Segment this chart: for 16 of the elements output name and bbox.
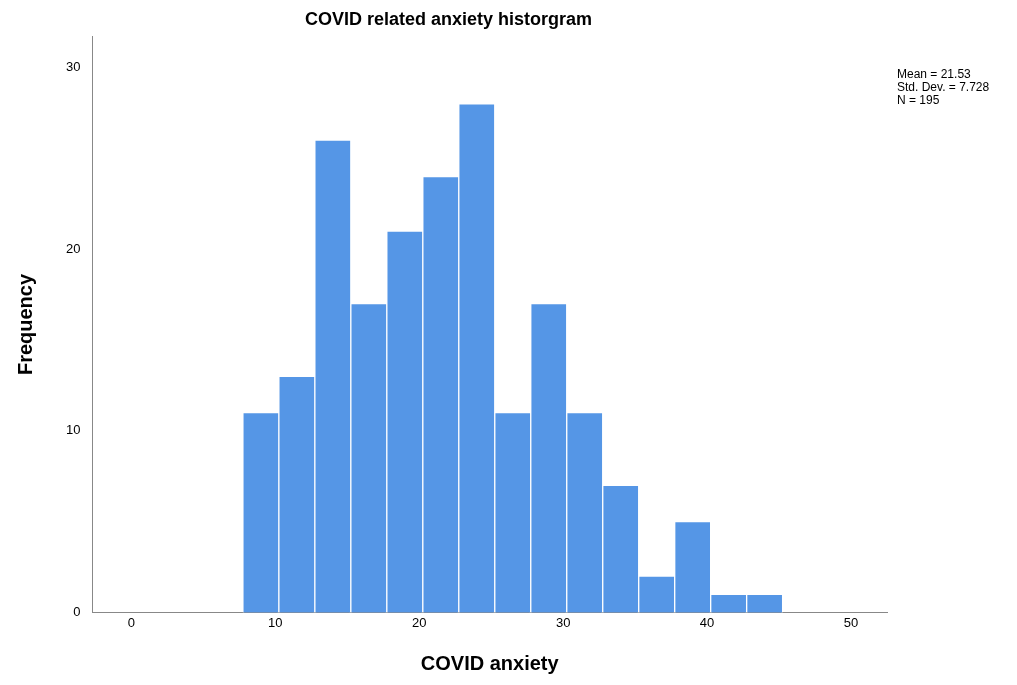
x-tick-label: 40 <box>699 614 715 630</box>
x-tick-label: 20 <box>411 614 427 630</box>
x-axis-title: COVID anxiety <box>420 651 560 674</box>
y-tick-label: 0 <box>73 603 81 619</box>
chart-title: COVID related anxiety historgram <box>304 8 593 29</box>
y-tick-label: 10 <box>65 422 81 438</box>
x-tick-label: 50 <box>843 614 859 630</box>
x-tick-label: 0 <box>127 614 135 630</box>
x-tick-label: 30 <box>555 614 571 630</box>
text: Std. Dev. = 7.728 <box>897 80 990 95</box>
text: N = 195 <box>897 93 940 108</box>
y-axis-title: Frequency <box>13 273 36 376</box>
y-tick-label: 30 <box>65 59 81 75</box>
text: Mean = 21.53 <box>897 67 972 82</box>
y-tick-label: 20 <box>65 240 81 256</box>
x-tick-label: 10 <box>268 614 283 630</box>
